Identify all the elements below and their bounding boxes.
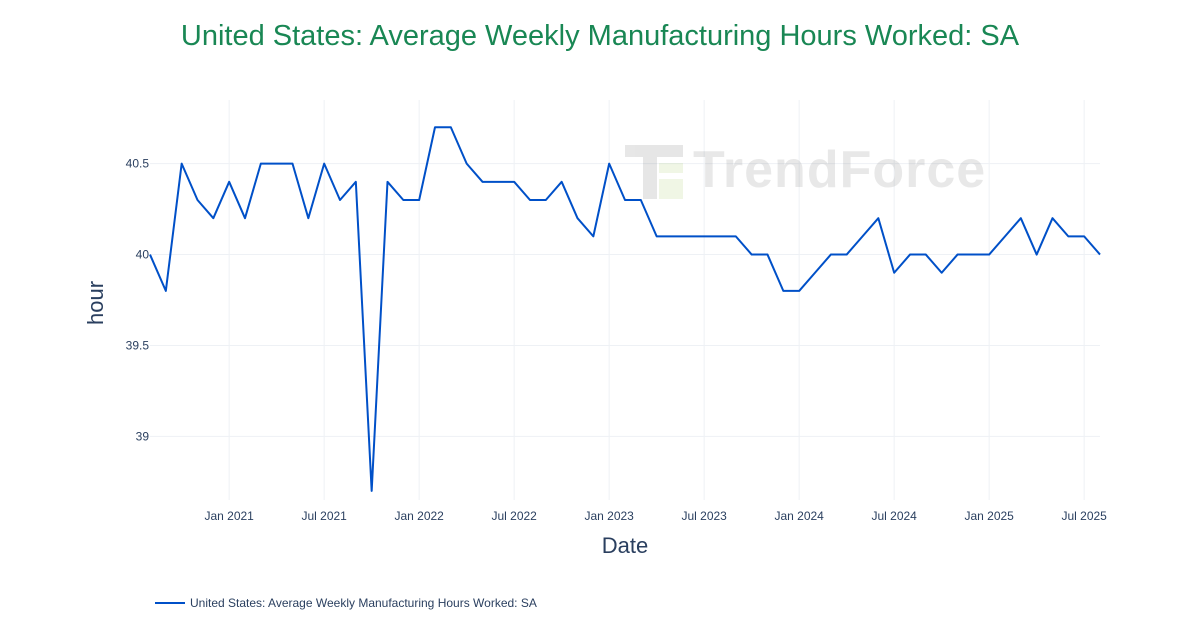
x-tick-label: Jul 2024: [871, 509, 917, 523]
x-tick-label: Jul 2022: [491, 509, 537, 523]
y-tick-label: 39.5: [126, 338, 150, 352]
series-line[interactable]: [149, 126, 1101, 492]
y-axis-title: hour: [83, 281, 108, 325]
x-tick-label: Jul 2025: [1061, 509, 1107, 523]
watermark-text: TrendForce: [693, 141, 987, 199]
legend[interactable]: United States: Average Weekly Manufactur…: [155, 596, 537, 610]
y-tick-label: 40: [136, 248, 150, 262]
x-tick-label: Jul 2021: [301, 509, 347, 523]
watermark: TrendForce: [625, 140, 986, 200]
grid: [150, 100, 1100, 500]
y-tick-label: 39: [136, 429, 150, 443]
x-axis-title: Date: [602, 533, 648, 558]
series-layer: [149, 126, 1101, 492]
x-tick-label: Jul 2023: [681, 509, 727, 523]
x-tick-label: Jan 2024: [774, 509, 824, 523]
legend-label: United States: Average Weekly Manufactur…: [190, 596, 537, 610]
x-tick-label: Jan 2023: [584, 509, 634, 523]
trendforce-logo-icon: [625, 141, 683, 199]
x-tick-label: Jan 2021: [204, 509, 254, 523]
chart-title: United States: Average Weekly Manufactur…: [180, 20, 1020, 52]
y-tick-label: 40.5: [126, 157, 150, 171]
x-tick-label: Jan 2025: [964, 509, 1014, 523]
legend-swatch: [155, 602, 185, 604]
x-tick-label: Jan 2022: [394, 509, 444, 523]
axes: Jan 2021 Jul 2021 Jan 2022 Jul 2022 Jan 2023…: [126, 157, 1108, 523]
